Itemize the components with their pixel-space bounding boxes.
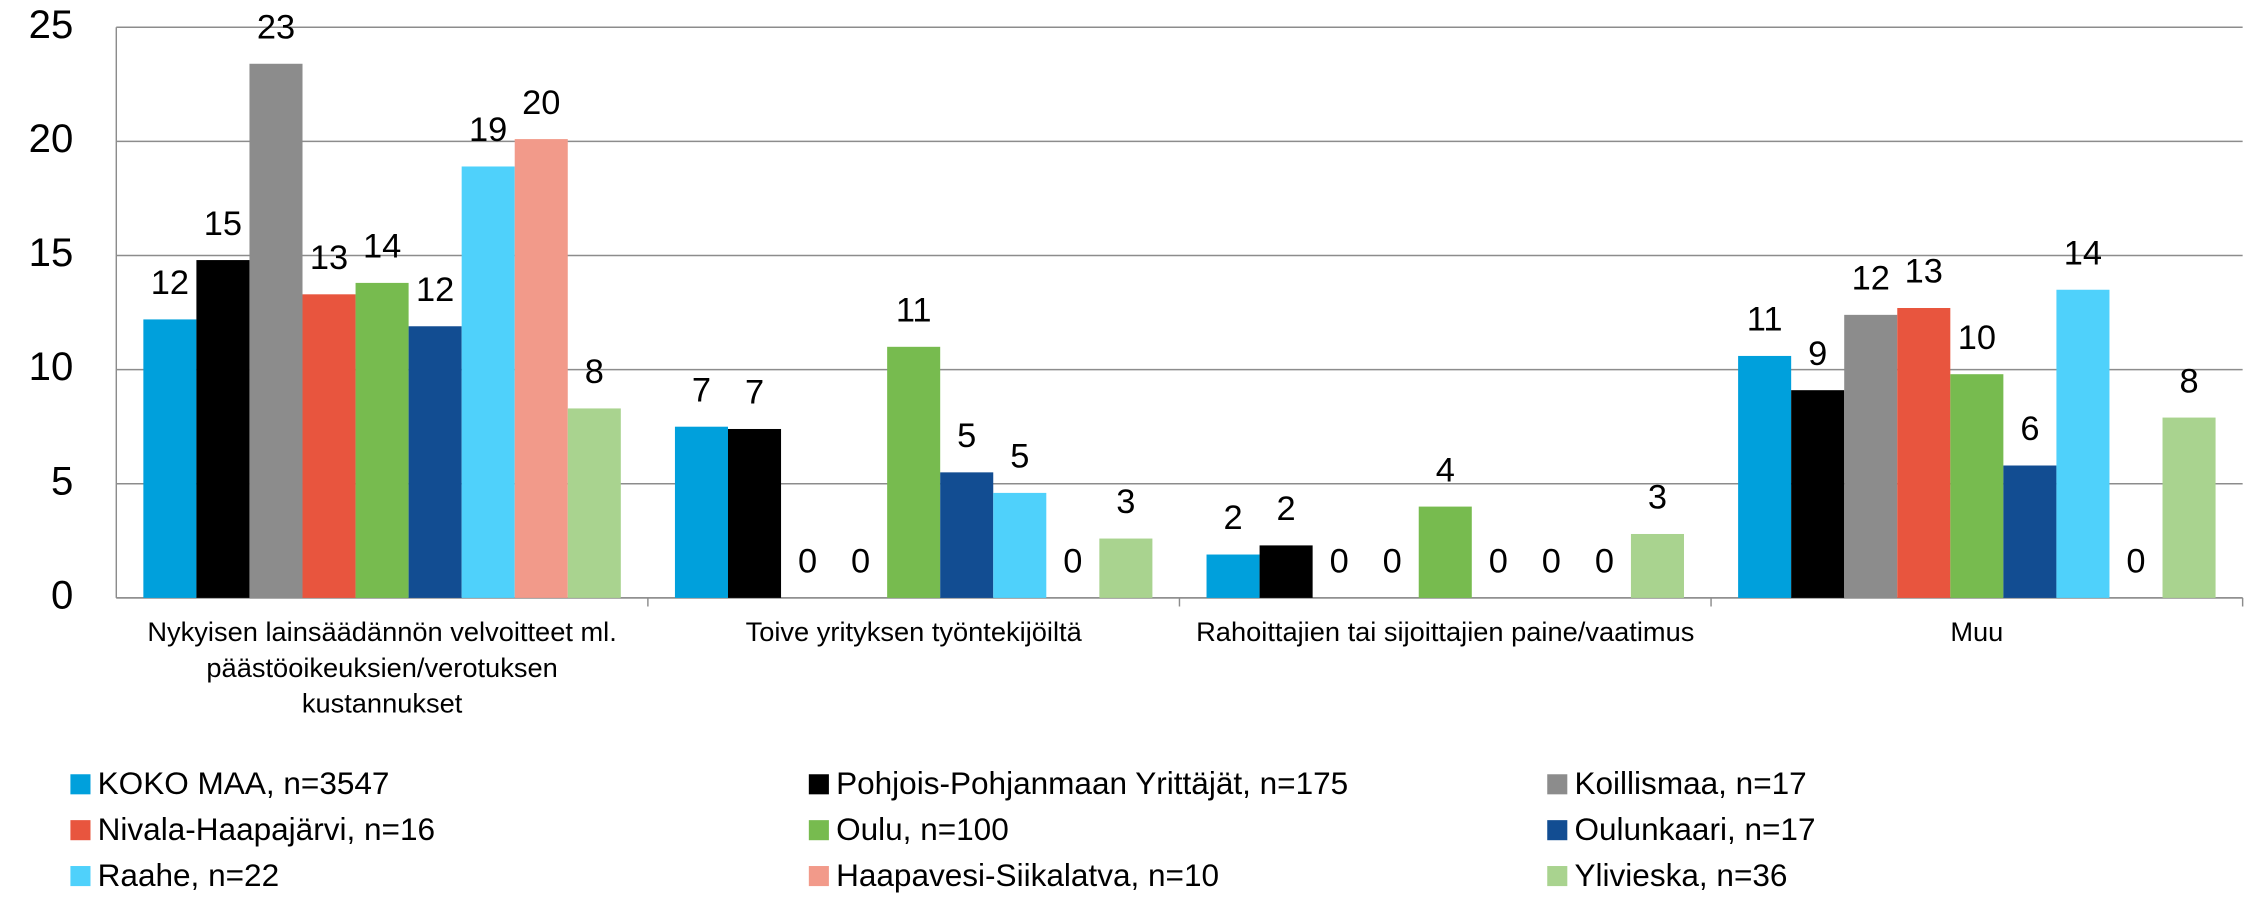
bar (355, 282, 409, 598)
bar (302, 294, 356, 598)
legend-swatch (70, 774, 91, 795)
legend-label: KOKO MAA, n=3547 (98, 765, 390, 801)
y-tick-label: 10 (29, 344, 74, 389)
value-label: 0 (1330, 543, 1349, 581)
bar (514, 139, 568, 598)
bar (249, 63, 303, 598)
value-label: 12 (1852, 260, 1890, 298)
value-label: 2 (1223, 499, 1242, 537)
x-tick-label: Nykyisen lainsäädännön velvoitteet ml. p… (147, 617, 617, 720)
y-tick-label: 20 (29, 116, 74, 161)
bar (1791, 390, 1845, 598)
value-label: 12 (151, 264, 189, 302)
legend-label: Pohjois-Pohjanmaan Yrittäjät, n=175 (836, 765, 1348, 801)
y-tick-label: 25 (29, 2, 74, 47)
legend-swatch (70, 820, 91, 841)
bar (727, 428, 782, 598)
bar (408, 326, 462, 598)
value-label: 0 (1489, 543, 1508, 581)
legend-swatch (1547, 774, 1568, 795)
x-tick-label-box: Rahoittajien tai sijoittajien paine/vaat… (1196, 617, 1695, 649)
legend-label: Haapavesi-Siikalatva, n=10 (836, 857, 1219, 893)
bar (1418, 506, 1472, 598)
bar (2056, 289, 2110, 598)
value-label: 5 (1010, 438, 1029, 476)
value-label: 11 (896, 291, 932, 329)
bar (1844, 314, 1898, 598)
value-label: 15 (204, 205, 242, 243)
legend-swatch (1547, 820, 1568, 841)
value-label: 14 (363, 228, 401, 266)
y-tick-label: 0 (51, 573, 73, 618)
value-label: 0 (1063, 543, 1082, 581)
value-label: 9 (1808, 335, 1827, 373)
legend-label: Ylivieska, n=36 (1574, 857, 1787, 893)
legend-label: Raahe, n=22 (98, 857, 279, 893)
value-label: 3 (1648, 479, 1667, 517)
value-label: 7 (745, 374, 764, 412)
value-label: 11 (1747, 301, 1783, 339)
bar (567, 408, 621, 598)
bar (1630, 533, 1684, 598)
y-tick-label: 5 (51, 458, 73, 503)
value-label: 2 (1277, 490, 1296, 528)
bar (1099, 538, 1153, 598)
bar (887, 346, 941, 598)
bar (196, 260, 250, 598)
legend-swatch (70, 866, 91, 887)
value-label: 13 (1905, 253, 1943, 291)
value-label: 13 (310, 239, 348, 277)
legend-label: Koillismaa, n=17 (1574, 765, 1806, 801)
bar (1206, 554, 1260, 598)
value-label: 23 (257, 8, 295, 46)
legend-swatch (808, 866, 829, 887)
x-tick-label-box: Muu (1950, 617, 2004, 649)
bar (143, 319, 197, 598)
legend-label: Oulunkaari, n=17 (1574, 811, 1815, 847)
value-label: 20 (522, 84, 560, 122)
legend-label: Oulu, n=100 (836, 811, 1009, 847)
legend-swatch (808, 820, 829, 841)
legend-swatch (808, 774, 829, 795)
legend-swatch (1547, 866, 1568, 887)
bar (940, 472, 994, 598)
value-label: 8 (2179, 362, 2198, 400)
bar (674, 426, 728, 598)
value-label: 10 (1958, 319, 1996, 357)
value-label: 19 (469, 111, 507, 149)
value-label: 6 (2020, 410, 2039, 448)
value-label: 4 (1436, 451, 1455, 489)
x-tick-label-box: Nykyisen lainsäädännön velvoitteet ml. p… (147, 617, 617, 720)
bar (2162, 417, 2216, 598)
value-label: 0 (1542, 543, 1561, 581)
value-label: 0 (851, 543, 870, 581)
bar (2003, 465, 2057, 598)
bar (461, 166, 515, 598)
value-label: 3 (1116, 483, 1135, 521)
value-label: 8 (585, 353, 604, 391)
value-label: 0 (1595, 543, 1614, 581)
value-label: 12 (416, 271, 454, 309)
bar (993, 492, 1047, 598)
value-label: 0 (798, 543, 817, 581)
bar (1738, 355, 1792, 598)
value-label: 14 (2064, 234, 2102, 272)
value-label: 5 (957, 417, 976, 455)
y-tick-label: 15 (29, 230, 74, 275)
value-label: 7 (692, 371, 711, 409)
x-tick-label-box: Toive yrityksen työntekijöiltä (745, 617, 1082, 649)
x-tick-label: Muu (1950, 617, 2004, 649)
bar (1897, 308, 1951, 598)
bar (1259, 545, 1313, 598)
value-label: 0 (1383, 543, 1402, 581)
legend-label: Nivala-Haapajärvi, n=16 (98, 811, 435, 847)
bar (1950, 374, 2004, 598)
x-tick-label: Toive yrityksen työntekijöiltä (745, 617, 1082, 649)
value-label: 0 (2126, 543, 2145, 581)
x-tick-label: Rahoittajien tai sijoittajien paine/vaat… (1196, 617, 1695, 649)
